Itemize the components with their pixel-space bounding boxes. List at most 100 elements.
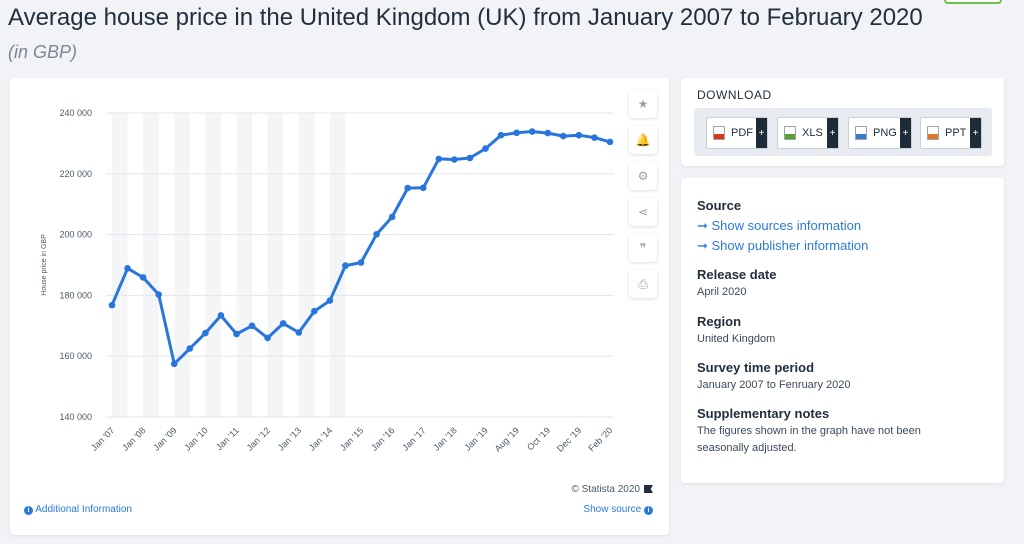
data-point	[217, 312, 225, 319]
y-tick-label: 140 000	[59, 412, 92, 422]
png-file-icon	[855, 126, 867, 140]
region-heading: Region	[697, 314, 742, 329]
download-title: DOWNLOAD	[697, 88, 772, 102]
x-tick-label: Jan '17	[400, 425, 427, 452]
release-date-value: April 2020	[697, 286, 747, 298]
data-point	[155, 291, 162, 298]
data-point	[388, 213, 396, 221]
data-point	[451, 156, 458, 163]
data-point	[202, 329, 209, 337]
y-axis-label: House price in GBP	[41, 234, 48, 296]
data-point	[186, 345, 194, 352]
share-icon: ⋖	[637, 205, 649, 219]
chart-band	[143, 113, 159, 417]
additional-information-link[interactable]: i Additional Information	[24, 504, 132, 515]
x-tick-label: Oct '19	[525, 425, 552, 452]
y-tick-label: 200 000	[59, 230, 92, 240]
chart-band	[329, 113, 346, 417]
chart-band	[236, 113, 253, 417]
x-tick-label: Jan '13	[276, 425, 303, 452]
quote-icon: ❞	[639, 241, 647, 255]
data-point	[497, 131, 505, 139]
data-point	[606, 138, 614, 146]
flag-icon[interactable]	[644, 485, 653, 493]
x-tick-label: Jan '07	[89, 425, 116, 452]
data-point	[326, 297, 334, 304]
show-source-label: Show source	[583, 504, 642, 515]
x-tick-label: Jan '15	[338, 425, 365, 452]
page-title: Average house price in the United Kingdo…	[8, 4, 923, 31]
quote-button[interactable]: ❞	[629, 234, 657, 262]
download-pdf-label: PDF	[731, 127, 753, 139]
supplementary-notes-heading: Supplementary notes	[697, 406, 830, 421]
x-tick-label: Feb '20	[586, 425, 614, 453]
print-icon: ⎙	[638, 276, 648, 291]
download-png-label: PNG	[873, 127, 897, 139]
y-tick-label: 220 000	[59, 169, 92, 179]
x-tick-label: Jan '14	[307, 425, 334, 452]
data-point	[528, 128, 536, 135]
data-point	[264, 334, 271, 342]
data-point	[544, 129, 552, 137]
show-source-link[interactable]: Show source i	[583, 504, 653, 515]
download-ppt-label: PPT	[945, 127, 967, 139]
x-tick-label: Jan '12	[245, 425, 272, 452]
data-point	[435, 155, 443, 163]
x-tick-label: Aug '19	[493, 425, 521, 453]
source-heading: Source	[697, 198, 742, 213]
chart-card: 140 000 160 000 180 000 200 000 220 000 240 0…	[10, 78, 669, 535]
download-pdf-button[interactable]: PDF +	[706, 117, 768, 149]
x-tick-label: Jan '11	[214, 425, 241, 452]
plus-icon: +	[970, 118, 981, 148]
show-sources-link[interactable]: ➞ Show sources information	[697, 218, 862, 233]
x-tick-label: Jan '16	[369, 425, 396, 452]
share-button[interactable]: ⋖	[629, 198, 657, 226]
x-tick-label: Jan '18	[431, 425, 458, 452]
data-point	[357, 259, 365, 266]
chart-band	[112, 113, 128, 417]
gear-button[interactable]: ⚙	[629, 162, 657, 190]
data-point	[139, 274, 147, 281]
data-point	[419, 184, 427, 192]
print-button[interactable]: ⎙	[629, 270, 657, 298]
data-point	[482, 145, 489, 152]
top-corner-tab[interactable]	[944, 0, 1002, 4]
data-point	[342, 262, 349, 269]
info-icon: i	[24, 506, 33, 515]
chart-band	[298, 113, 315, 417]
chart-band	[267, 113, 284, 417]
download-xls-button[interactable]: XLS +	[777, 117, 839, 149]
data-point	[279, 320, 287, 327]
show-publisher-link[interactable]: ➞ Show publisher information	[697, 238, 869, 253]
chart-band	[174, 113, 190, 417]
plus-icon: +	[900, 118, 911, 148]
release-date-heading: Release date	[697, 267, 777, 282]
data-point	[311, 307, 318, 315]
star-button[interactable]: ★	[629, 90, 657, 118]
data-point	[248, 322, 256, 330]
statista-credit[interactable]: © Statista 2020	[571, 484, 653, 495]
data-point	[124, 265, 131, 272]
data-point	[591, 134, 598, 141]
plus-icon: +	[756, 118, 767, 148]
data-point	[295, 329, 303, 336]
y-tick-label: 180 000	[59, 290, 92, 300]
data-point	[233, 330, 240, 338]
data-point	[560, 132, 567, 140]
x-tick-label: Dec '19	[555, 425, 583, 453]
page-subtitle: (in GBP)	[8, 42, 78, 62]
download-png-button[interactable]: PNG +	[848, 117, 912, 149]
data-point	[170, 360, 178, 368]
x-tick-label: Jan '19	[463, 425, 490, 452]
plus-icon: +	[827, 118, 838, 148]
info-icon: i	[644, 506, 653, 515]
gear-icon: ⚙	[637, 169, 649, 183]
additional-information-label: Additional Information	[35, 504, 132, 515]
statistic-details-card: Source ➞ Show sources information ➞ Show…	[681, 178, 1004, 483]
survey-period-heading: Survey time period	[697, 360, 815, 375]
data-point	[466, 154, 474, 162]
download-ppt-button[interactable]: PPT +	[920, 117, 982, 149]
bell-button[interactable]: 🔔	[629, 126, 657, 154]
download-xls-label: XLS	[802, 127, 823, 139]
y-tick-label: 240 000	[59, 108, 92, 118]
